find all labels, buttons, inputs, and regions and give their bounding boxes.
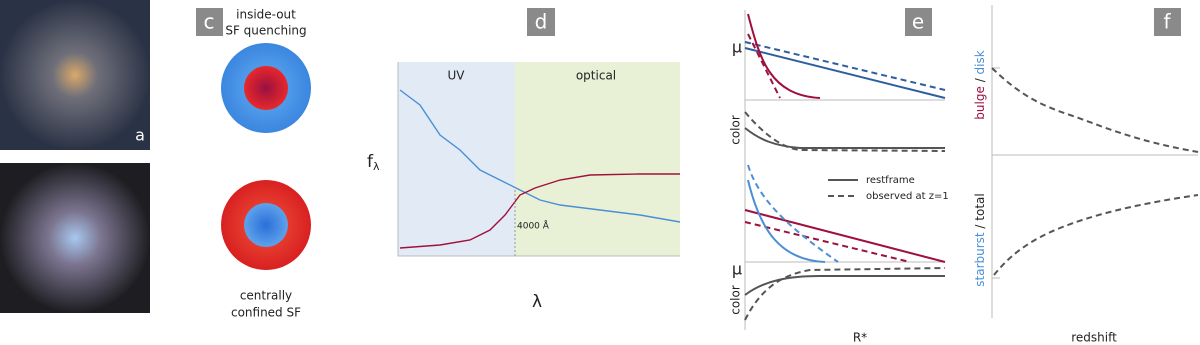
y-label-part: / [973, 74, 987, 86]
y-label-part: bulge [973, 86, 987, 120]
ratio-curve [991, 67, 1199, 153]
panel-label: c [204, 10, 215, 34]
panel-box [905, 8, 932, 36]
caption: confined SF [231, 306, 301, 320]
color-profile [744, 275, 945, 296]
uv-spectrum [399, 89, 681, 223]
panel-box [527, 8, 555, 36]
axes [397, 62, 680, 257]
ratio-curve [993, 194, 1199, 276]
axes [744, 10, 945, 330]
bulge [244, 66, 288, 110]
caption: centrally [240, 289, 292, 303]
y-label-part: / total [973, 193, 987, 232]
color-profile [744, 127, 945, 149]
x-label: λ [532, 292, 542, 312]
x-label: redshift [1071, 331, 1117, 345]
y-label-main: f [367, 152, 374, 172]
color-label: color [729, 285, 743, 315]
region-label: UV [448, 69, 466, 83]
panel-box [196, 8, 223, 36]
color-profile [744, 267, 946, 321]
x-label: R* [853, 331, 867, 345]
galaxy-image [0, 163, 150, 313]
color-profile [744, 111, 946, 152]
mu-label: μ [732, 260, 742, 279]
mu-label: μ [732, 38, 742, 57]
panel-box [1154, 8, 1181, 36]
caption: inside-out [236, 8, 296, 22]
uv-region [398, 62, 515, 256]
bulge-profile [747, 33, 781, 99]
y-label-part: starburst [973, 232, 987, 287]
optical-region [515, 62, 680, 256]
bulge-profile [747, 13, 821, 99]
panel-label: d [535, 10, 548, 34]
y-label-sub: λ [373, 160, 380, 173]
galaxy-image [0, 0, 150, 150]
color-label: color [729, 115, 743, 145]
region-label: optical [576, 69, 616, 83]
y-label-part: disk [973, 50, 987, 74]
disk-profile [744, 47, 946, 99]
disk-profile [744, 221, 911, 263]
red-spectrum [399, 173, 680, 249]
caption: SF quenching [225, 24, 306, 38]
legend-label: restframe [866, 175, 915, 186]
y-label: bulge / disk [973, 50, 987, 119]
bulge-profile [747, 179, 826, 263]
axes [991, 5, 1198, 318]
panel-label: e [912, 10, 924, 34]
panel-label: f [1163, 10, 1171, 34]
bulge [244, 203, 288, 247]
break-label: 4000 Å [517, 220, 550, 232]
legend-label: observed at z=1 [866, 191, 949, 202]
y-label: starburst / total [973, 193, 987, 286]
bulge-profile [747, 164, 839, 263]
disk-profile [744, 209, 946, 263]
disk-profile [744, 41, 946, 91]
y-label: fλ [367, 152, 380, 173]
panel-label: a [135, 126, 145, 145]
